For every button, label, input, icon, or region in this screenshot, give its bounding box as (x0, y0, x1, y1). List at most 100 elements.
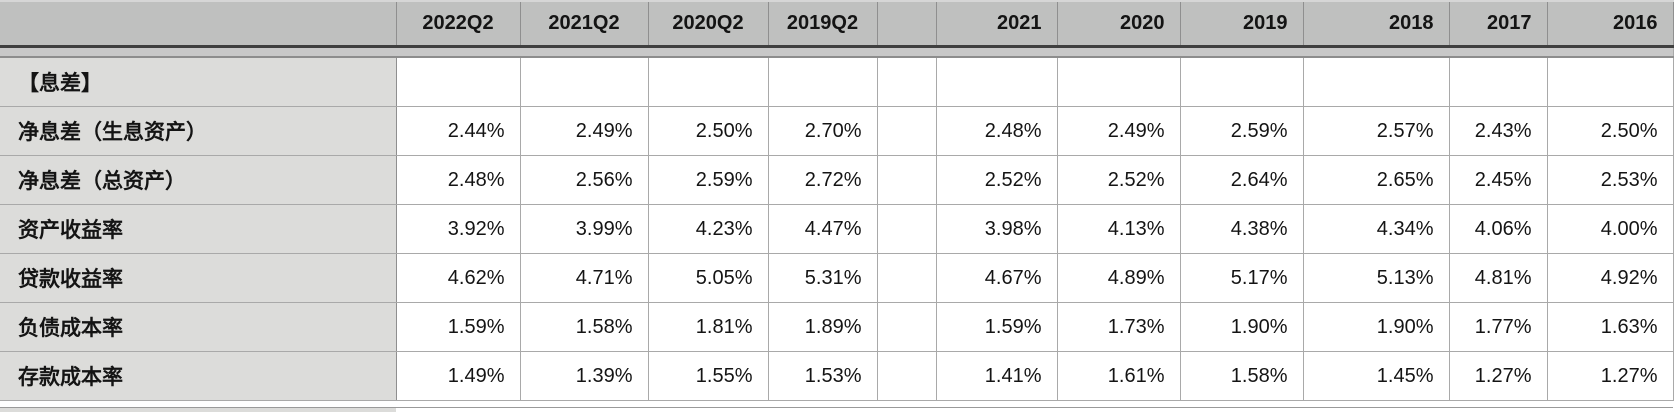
column-header-2019q2[interactable]: 2019Q2 (768, 0, 878, 47)
gap-cell[interactable] (877, 253, 937, 303)
empty-cell[interactable] (396, 57, 521, 107)
quarter-value-cell[interactable]: 3.92% (396, 204, 521, 254)
gap-cell[interactable] (877, 57, 937, 107)
quarter-value-cell[interactable]: 4.47% (768, 204, 878, 254)
quarter-value-cell[interactable]: 1.89% (768, 302, 878, 352)
table-row: 净息差（生息资产） 2.44% 2.49% 2.50% 2.70% 2.48% … (0, 106, 1674, 156)
empty-cell[interactable] (648, 57, 769, 107)
quarter-value-cell[interactable]: 1.39% (520, 351, 649, 401)
year-value-cell[interactable]: 2.50% (1547, 106, 1674, 156)
year-value-cell[interactable]: 4.13% (1057, 204, 1181, 254)
quarter-value-cell[interactable]: 1.58% (520, 302, 649, 352)
column-header-2021[interactable]: 2021 (936, 0, 1058, 47)
year-value-cell[interactable]: 2.43% (1449, 106, 1548, 156)
year-value-cell[interactable]: 4.89% (1057, 253, 1181, 303)
year-value-cell[interactable]: 2.57% (1303, 106, 1450, 156)
year-value-cell[interactable]: 4.34% (1303, 204, 1450, 254)
year-value-cell[interactable]: 1.27% (1547, 351, 1674, 401)
gap-cell[interactable] (877, 302, 937, 352)
section-label-cell[interactable]: 【息差】 (0, 57, 397, 107)
empty-cell[interactable] (1057, 57, 1181, 107)
year-value-cell[interactable]: 2.48% (936, 106, 1058, 156)
gap-cell[interactable] (877, 351, 937, 401)
empty-cell[interactable] (768, 57, 878, 107)
year-value-cell[interactable]: 1.61% (1057, 351, 1181, 401)
gap-cell[interactable] (877, 204, 937, 254)
row-label-cell[interactable]: 净息差（生息资产） (0, 106, 397, 156)
year-value-cell[interactable]: 5.13% (1303, 253, 1450, 303)
column-header-2022q2[interactable]: 2022Q2 (396, 0, 521, 47)
year-value-cell[interactable]: 5.17% (1180, 253, 1304, 303)
year-value-cell[interactable]: 1.90% (1180, 302, 1304, 352)
year-value-cell[interactable]: 2.52% (1057, 155, 1181, 205)
column-header-2021q2[interactable]: 2021Q2 (520, 0, 649, 47)
year-value-cell[interactable]: 4.81% (1449, 253, 1548, 303)
row-label-cell[interactable]: 资产收益率 (0, 204, 397, 254)
row-label-cell[interactable]: 贷款收益率 (0, 253, 397, 303)
quarter-value-cell[interactable]: 2.72% (768, 155, 878, 205)
quarter-value-cell[interactable]: 2.48% (396, 155, 521, 205)
quarter-value-cell[interactable]: 2.50% (648, 106, 769, 156)
empty-cell[interactable] (936, 57, 1058, 107)
quarter-value-cell[interactable]: 4.71% (520, 253, 649, 303)
year-value-cell[interactable]: 4.92% (1547, 253, 1674, 303)
empty-cell[interactable] (1547, 57, 1674, 107)
year-value-cell[interactable]: 1.45% (1303, 351, 1450, 401)
quarter-value-cell[interactable]: 2.56% (520, 155, 649, 205)
gap-cell[interactable] (877, 106, 937, 156)
bottom-gap-row (0, 400, 1673, 408)
quarter-value-cell[interactable]: 4.23% (648, 204, 769, 254)
year-value-cell[interactable]: 4.67% (936, 253, 1058, 303)
year-value-cell[interactable]: 2.59% (1180, 106, 1304, 156)
year-value-cell[interactable]: 1.41% (936, 351, 1058, 401)
year-value-cell[interactable]: 1.58% (1180, 351, 1304, 401)
quarter-value-cell[interactable]: 3.99% (520, 204, 649, 254)
divider-band (0, 45, 1674, 58)
quarter-value-cell[interactable]: 2.59% (648, 155, 769, 205)
corner-header-cell[interactable] (0, 0, 397, 47)
column-header-2018[interactable]: 2018 (1303, 0, 1450, 47)
empty-cell[interactable] (520, 57, 649, 107)
column-header-2016[interactable]: 2016 (1547, 0, 1674, 47)
quarter-value-cell[interactable]: 1.81% (648, 302, 769, 352)
quarter-value-cell[interactable]: 2.49% (520, 106, 649, 156)
year-value-cell[interactable]: 4.00% (1547, 204, 1674, 254)
quarter-value-cell[interactable]: 5.05% (648, 253, 769, 303)
quarter-value-cell[interactable]: 1.49% (396, 351, 521, 401)
column-header-2020q2[interactable]: 2020Q2 (648, 0, 769, 47)
row-label-cell[interactable]: 存款成本率 (0, 351, 397, 401)
year-value-cell[interactable]: 2.64% (1180, 155, 1304, 205)
empty-cell[interactable] (1449, 57, 1548, 107)
year-value-cell[interactable]: 1.77% (1449, 302, 1548, 352)
quarter-value-cell[interactable]: 4.62% (396, 253, 521, 303)
year-value-cell[interactable]: 4.06% (1449, 204, 1548, 254)
row-label-cell[interactable]: 负债成本率 (0, 302, 397, 352)
empty-cell[interactable] (1303, 57, 1450, 107)
table-row: 资产收益率 3.92% 3.99% 4.23% 4.47% 3.98% 4.13… (0, 204, 1674, 254)
year-value-cell[interactable]: 2.65% (1303, 155, 1450, 205)
empty-cell[interactable] (1180, 57, 1304, 107)
year-value-cell[interactable]: 1.90% (1303, 302, 1450, 352)
quarter-value-cell[interactable]: 5.31% (768, 253, 878, 303)
column-header-2019[interactable]: 2019 (1180, 0, 1304, 47)
quarter-value-cell[interactable]: 1.59% (396, 302, 521, 352)
year-value-cell[interactable]: 2.52% (936, 155, 1058, 205)
column-header-2020[interactable]: 2020 (1057, 0, 1181, 47)
gap-column-header[interactable] (877, 0, 937, 47)
year-value-cell[interactable]: 3.98% (936, 204, 1058, 254)
row-label-cell[interactable]: 净息差（总资产） (0, 155, 397, 205)
quarter-value-cell[interactable]: 2.44% (396, 106, 521, 156)
year-value-cell[interactable]: 4.38% (1180, 204, 1304, 254)
quarter-value-cell[interactable]: 2.70% (768, 106, 878, 156)
year-value-cell[interactable]: 1.63% (1547, 302, 1674, 352)
gap-cell[interactable] (877, 155, 937, 205)
year-value-cell[interactable]: 2.53% (1547, 155, 1674, 205)
year-value-cell[interactable]: 1.59% (936, 302, 1058, 352)
column-header-2017[interactable]: 2017 (1449, 0, 1548, 47)
year-value-cell[interactable]: 1.27% (1449, 351, 1548, 401)
year-value-cell[interactable]: 1.73% (1057, 302, 1181, 352)
quarter-value-cell[interactable]: 1.53% (768, 351, 878, 401)
year-value-cell[interactable]: 2.45% (1449, 155, 1548, 205)
year-value-cell[interactable]: 2.49% (1057, 106, 1181, 156)
quarter-value-cell[interactable]: 1.55% (648, 351, 769, 401)
